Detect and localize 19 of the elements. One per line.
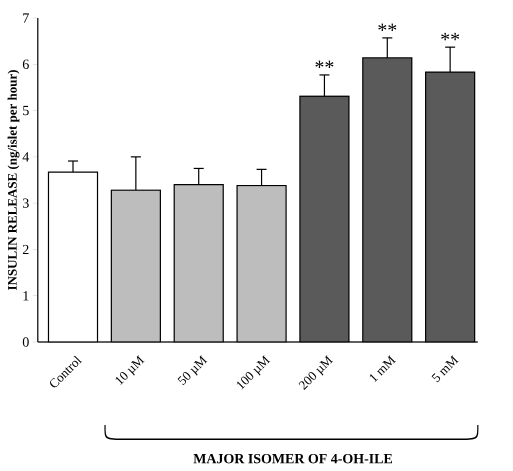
y-tick-label: 4 bbox=[22, 152, 30, 162]
y-tick-label: 0 bbox=[22, 337, 29, 347]
x-tick-label: 100 µM bbox=[236, 355, 270, 390]
annotation: ** bbox=[315, 60, 334, 68]
x-tick-label: 200 µM bbox=[298, 355, 334, 390]
y-axis-title: INSULIN RELEASE (ng/islet per hour) bbox=[8, 70, 20, 290]
y-tick-label: 2 bbox=[22, 244, 29, 254]
y-tick-label: 7 bbox=[23, 13, 29, 23]
x-tick-label: 10 µM bbox=[116, 355, 145, 385]
x-axis-title: MAJOR ISOMER OF 4-OH-ILE bbox=[193, 454, 392, 464]
y-tick-label: 1 bbox=[24, 291, 28, 300]
x-tick-label: 1 mM bbox=[370, 355, 396, 382]
x-tick-label: 5 mM bbox=[432, 355, 459, 382]
y-tick-label: 3 bbox=[22, 198, 29, 208]
annotation: ** bbox=[378, 24, 396, 31]
annotation: ** bbox=[441, 32, 460, 40]
x-tick-label: 50 µM bbox=[178, 355, 208, 386]
y-tick-label: 6 bbox=[22, 60, 29, 69]
y-tick-label: 5 bbox=[23, 106, 29, 116]
